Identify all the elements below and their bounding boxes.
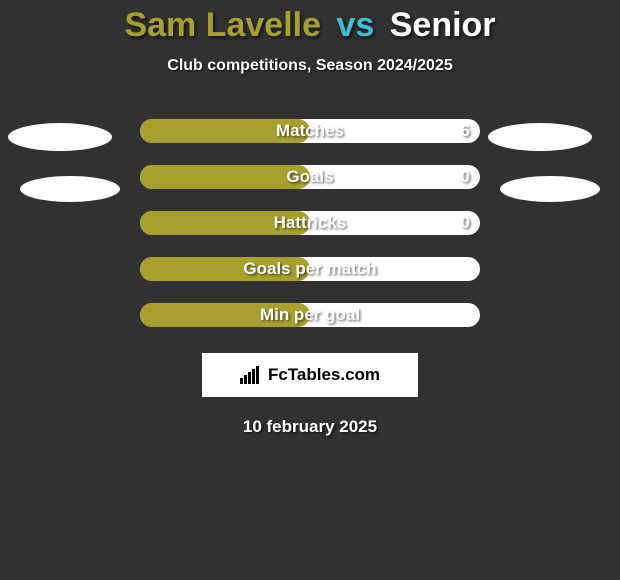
subtitle: Club competitions, Season 2024/2025 bbox=[0, 57, 620, 75]
player-ellipse bbox=[488, 123, 592, 151]
stat-value-player2: 0 bbox=[461, 211, 470, 235]
page-title: Sam Lavelle vs Senior bbox=[0, 0, 620, 45]
stat-row: Min per goal bbox=[140, 303, 480, 327]
bar-player1 bbox=[140, 165, 310, 189]
player-ellipse bbox=[500, 176, 600, 202]
barchart-icon bbox=[240, 366, 262, 384]
player-ellipse bbox=[8, 123, 112, 151]
stat-row: Hattricks0 bbox=[140, 211, 480, 235]
stat-row: Matches6 bbox=[140, 119, 480, 143]
title-vs: vs bbox=[336, 6, 374, 44]
logo-box: FcTables.com bbox=[202, 353, 418, 397]
title-player1: Sam Lavelle bbox=[124, 6, 321, 44]
bar-player1 bbox=[140, 211, 310, 235]
logo-text: FcTables.com bbox=[268, 365, 380, 385]
bar-player1 bbox=[140, 257, 310, 281]
stat-value-player2: 6 bbox=[461, 119, 470, 143]
bar-player1 bbox=[140, 119, 310, 143]
stat-row: Goals0 bbox=[140, 165, 480, 189]
bar-player1 bbox=[140, 303, 310, 327]
stat-row: Goals per match bbox=[140, 257, 480, 281]
player-ellipse bbox=[20, 176, 120, 202]
date-text: 10 february 2025 bbox=[0, 417, 620, 437]
title-player2: Senior bbox=[390, 6, 496, 44]
stat-value-player2: 0 bbox=[461, 165, 470, 189]
